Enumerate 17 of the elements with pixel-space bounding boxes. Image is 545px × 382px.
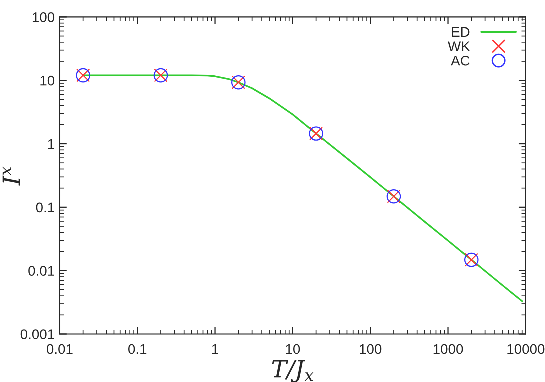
x-tick-label: 0.1: [128, 344, 147, 354]
y-tick-label: 0.01: [28, 266, 54, 276]
y-axis-title: I$^{x}$: [2, 166, 20, 186]
legend-label: AC: [451, 56, 470, 66]
x-tick-label: 1: [212, 344, 218, 354]
y-tick-label: 10: [40, 76, 55, 86]
y-tick-label: 100: [32, 12, 55, 22]
legend-label: ED: [452, 27, 470, 37]
y-tick-label: 0.001: [20, 330, 54, 340]
x-axis-title: T/J$_{x}$: [272, 360, 314, 382]
x-tick-label: 1000: [434, 344, 464, 354]
y-tick-label: 1: [48, 139, 54, 150]
legend-label: WK: [448, 42, 470, 52]
x-tick-label: 100: [360, 344, 382, 354]
x-tick-label: 10: [286, 344, 300, 354]
y-tick-label: 0.1: [36, 202, 54, 213]
x-tick-label: 10000: [508, 344, 545, 354]
